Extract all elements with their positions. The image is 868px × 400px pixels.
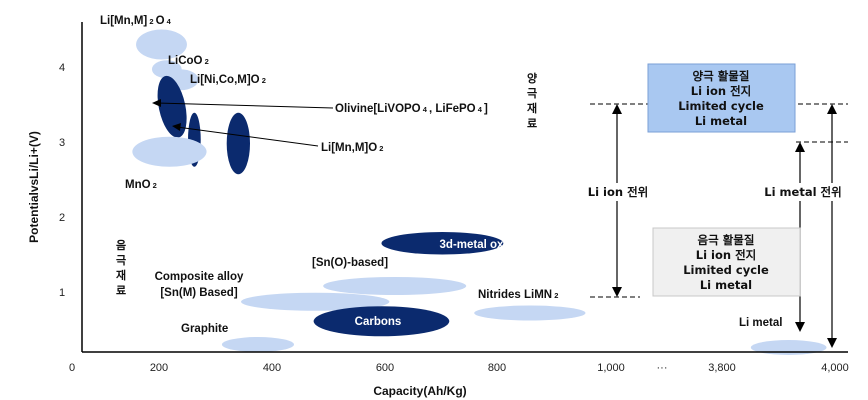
region-mno2 bbox=[132, 136, 207, 167]
region-composite bbox=[241, 292, 390, 311]
li-metal-short-arrow-top bbox=[795, 142, 805, 152]
box-line: Li metal bbox=[700, 278, 752, 292]
box-line: 음극 활물질 bbox=[698, 233, 755, 247]
li-ion-arrow-bottom bbox=[612, 287, 622, 297]
x-tick-label: 600 bbox=[376, 362, 394, 374]
region-metal_oxides bbox=[381, 232, 504, 255]
y-tick-label: 4 bbox=[59, 62, 65, 74]
li-metal-long-arrow-top bbox=[827, 104, 837, 114]
li-metal-long-arrow-bottom bbox=[827, 338, 837, 348]
box-line: Limited cycle bbox=[678, 99, 764, 113]
region-nitrides bbox=[474, 305, 586, 321]
arrow-line-olivine bbox=[156, 102, 334, 109]
label-metal_oxides: 3d-metal oxides bbox=[440, 239, 527, 251]
box-line: Li ion 전지 bbox=[691, 84, 751, 98]
pointer-arrows bbox=[152, 99, 334, 147]
label-linicomo2: Li[Ni,Co,M]O 2 bbox=[190, 74, 266, 86]
label-licoo2: LiCoO 2 bbox=[168, 55, 209, 67]
label-li_metal: Li metal bbox=[739, 317, 782, 329]
region-olivine bbox=[157, 75, 187, 138]
y-axis-label: PotentialvsLi/Li+(V) bbox=[27, 131, 41, 243]
box-line: Limited cycle bbox=[683, 263, 769, 277]
y-tick-label: 1 bbox=[59, 287, 65, 299]
box-line: Li ion 전지 bbox=[696, 248, 756, 262]
x-tick-label: 4,000 bbox=[821, 362, 849, 374]
box-line: 양극 활물질 bbox=[693, 69, 750, 83]
y-tick-label: 2 bbox=[59, 212, 65, 224]
x-axis-label: Capacity(Ah/Kg) bbox=[373, 384, 466, 398]
li-metal-short-arrow-bottom bbox=[795, 322, 805, 332]
label-composite: Composite alloy bbox=[155, 271, 244, 283]
region-dark_3v bbox=[226, 112, 251, 175]
x-tick-label: 400 bbox=[263, 362, 281, 374]
li-ion-potential-label: Li ion 전위 bbox=[588, 185, 648, 199]
label-limnmo2: Li[Mn,M]O 2 bbox=[321, 142, 383, 154]
x-tick-label: 3,800 bbox=[708, 362, 736, 374]
label-composite-line2: [Sn(M) Based] bbox=[160, 287, 237, 299]
label-nitrides: Nitrides LiMN 2 bbox=[478, 289, 558, 301]
y-tick-label: 3 bbox=[59, 137, 65, 149]
region-graphite bbox=[221, 337, 294, 352]
region-sno bbox=[323, 277, 467, 295]
label-graphite: Graphite bbox=[181, 323, 228, 335]
arrow-head-limnmo2 bbox=[172, 123, 181, 131]
region-labels: Li[Mn,M] 2 O 4 LiCoO 2 Li[Ni,Co,M]O 2 Ol… bbox=[100, 15, 782, 335]
arrow-line-limnmo2 bbox=[176, 126, 319, 147]
x-tick-label: 0 bbox=[69, 362, 75, 374]
label-carbons: Carbons bbox=[355, 316, 402, 328]
axis-ticks: 0 200 400 600 800 1,000 ··· 3,800 4,000 1 2 3 4 bbox=[59, 62, 849, 374]
potential-markers: Li ion 전위 Li metal 전위 bbox=[584, 103, 848, 348]
box-line: Li metal bbox=[695, 114, 747, 128]
region-limn2o4 bbox=[136, 29, 187, 60]
li-metal-potential-label: Li metal 전위 bbox=[764, 185, 841, 199]
arrow-head-olivine bbox=[152, 99, 161, 107]
label-limn2o4: Li[Mn,M] 2 O 4 bbox=[100, 15, 172, 27]
label-mno2: MnO 2 bbox=[125, 179, 157, 191]
region-carbons bbox=[313, 306, 450, 337]
x-tick-label: ··· bbox=[657, 362, 668, 374]
label-olivine: Olivine[LiVOPO 4 , LiFePO 4 ] bbox=[335, 103, 488, 115]
li-ion-arrow-top bbox=[612, 104, 622, 114]
x-tick-label: 1,000 bbox=[597, 362, 625, 374]
x-tick-label: 200 bbox=[150, 362, 168, 374]
label-sno: [Sn(O)-based] bbox=[312, 257, 388, 269]
x-tick-label: 800 bbox=[488, 362, 506, 374]
